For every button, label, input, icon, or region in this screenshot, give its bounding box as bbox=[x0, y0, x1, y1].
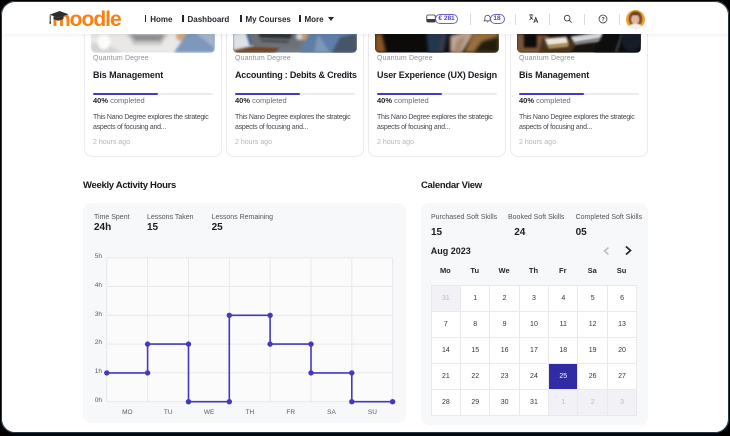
svg-text:?: ? bbox=[601, 17, 604, 23]
